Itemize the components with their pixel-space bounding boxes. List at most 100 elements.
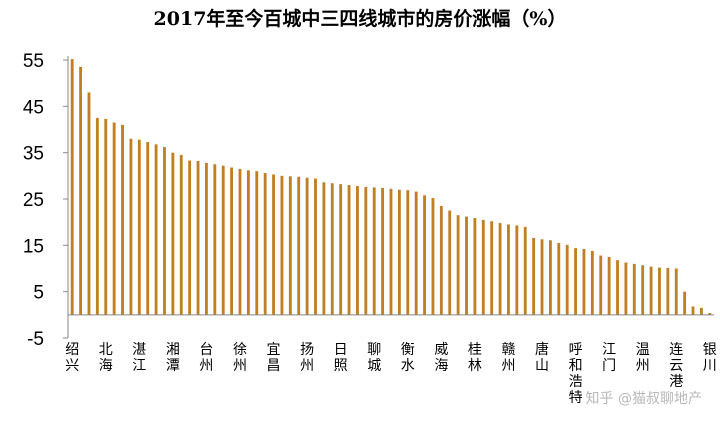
bar <box>666 268 670 315</box>
bar <box>322 182 326 315</box>
bar <box>372 187 376 315</box>
x-tick-label: 日照 <box>334 342 348 374</box>
bar <box>590 250 594 315</box>
x-tick-label: 绍兴 <box>65 342 79 374</box>
bar <box>70 59 74 315</box>
bar <box>196 161 200 315</box>
bar <box>213 164 217 315</box>
x-tick-label: 北海 <box>99 342 113 374</box>
bar <box>582 249 586 315</box>
bar <box>112 122 116 315</box>
bar <box>439 205 443 315</box>
bar <box>297 176 301 315</box>
bar <box>574 248 577 315</box>
bar <box>641 265 645 315</box>
y-tick-label: 25 <box>23 190 44 211</box>
bar <box>548 240 552 315</box>
bar <box>137 139 141 315</box>
bar <box>356 186 359 315</box>
bar <box>339 184 343 315</box>
bar <box>674 268 678 315</box>
bar <box>490 221 494 315</box>
bar <box>649 266 653 315</box>
bar <box>381 187 385 315</box>
x-tick-label: 银川 <box>703 342 717 374</box>
x-tick-label: 扬州 <box>300 342 314 374</box>
bar <box>154 144 158 315</box>
bar <box>448 210 452 315</box>
x-tick-label: 衡水 <box>401 342 415 374</box>
bar <box>129 138 133 315</box>
bar <box>473 218 477 315</box>
x-tick-label: 聊城 <box>367 342 381 374</box>
bar <box>255 171 259 315</box>
bar <box>288 176 292 315</box>
bar <box>263 173 267 315</box>
x-tick-label: 威海 <box>434 342 448 374</box>
x-tick-label: 温州 <box>636 342 650 374</box>
bar <box>683 291 687 315</box>
x-tick-label: 唐山 <box>535 341 549 374</box>
bar <box>389 188 393 315</box>
bar <box>699 307 703 315</box>
bar <box>465 216 468 315</box>
bar <box>272 174 275 315</box>
bar <box>507 224 510 315</box>
bar <box>632 263 636 315</box>
bar <box>498 223 502 315</box>
bar <box>708 312 712 315</box>
bar <box>146 142 150 315</box>
bar <box>104 118 108 315</box>
x-tick-label: 呼和浩特 <box>569 342 583 406</box>
x-tick-label: 湘潭 <box>166 342 180 374</box>
bars <box>70 59 712 315</box>
bar <box>79 66 83 315</box>
y-tick-label: -5 <box>27 329 44 350</box>
watermark: 知乎 @猫叔聊地产 <box>585 391 702 407</box>
y-tick-label: 55 <box>23 51 44 72</box>
bar <box>230 167 234 315</box>
bar <box>691 306 695 315</box>
x-tick-label: 桂林 <box>468 342 482 374</box>
x-tick-label: 湛江 <box>132 342 146 374</box>
bar <box>397 189 401 315</box>
bar <box>481 219 485 315</box>
bar <box>179 154 183 315</box>
bar <box>238 168 242 315</box>
bar <box>188 160 192 315</box>
x-tick-label: 连云港 <box>669 342 683 390</box>
bar <box>557 243 561 315</box>
y-tick-label: 35 <box>23 144 44 165</box>
bar <box>305 177 309 315</box>
bar <box>280 175 284 315</box>
bar <box>599 255 603 315</box>
bar <box>330 183 334 315</box>
bar <box>624 262 628 315</box>
x-tick-label: 江门 <box>602 342 616 374</box>
y-tick-label: 45 <box>23 97 44 118</box>
bar <box>314 178 317 315</box>
bar <box>532 237 536 315</box>
bar <box>423 195 426 315</box>
bar <box>414 191 418 315</box>
bar <box>163 147 166 315</box>
bar <box>95 117 99 315</box>
bar <box>171 152 175 315</box>
bar <box>221 165 225 315</box>
bar <box>515 225 519 315</box>
bar <box>121 124 124 315</box>
bar <box>565 244 569 315</box>
y-axis: 55 45 35 25 15 5 -5 <box>23 51 69 350</box>
bar <box>607 256 611 315</box>
bar <box>456 215 460 315</box>
x-tick-label: 赣州 <box>501 342 515 374</box>
bar <box>523 226 527 315</box>
bar <box>540 239 544 315</box>
bar <box>364 186 368 315</box>
bar <box>205 162 208 315</box>
x-tick-label: 宜昌 <box>267 342 281 374</box>
bar <box>87 92 91 315</box>
bar <box>246 170 250 315</box>
